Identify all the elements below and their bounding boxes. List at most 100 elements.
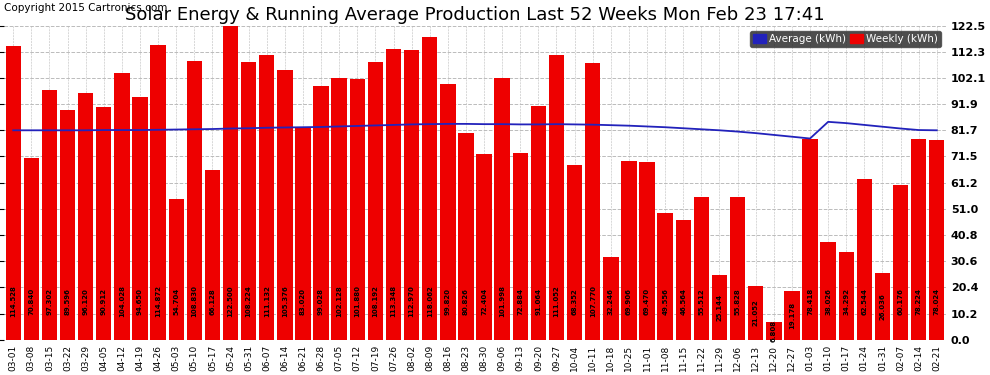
Bar xyxy=(422,37,438,340)
Text: 26.036: 26.036 xyxy=(879,293,885,320)
Bar xyxy=(332,78,346,340)
Text: 78.418: 78.418 xyxy=(807,288,813,315)
Bar xyxy=(622,160,637,340)
Bar xyxy=(513,153,528,340)
Bar xyxy=(6,46,21,340)
Text: 69.906: 69.906 xyxy=(626,288,632,315)
Text: 113.348: 113.348 xyxy=(390,285,397,317)
Text: 89.596: 89.596 xyxy=(64,288,70,315)
Bar xyxy=(585,63,600,340)
Text: 32.246: 32.246 xyxy=(608,288,614,315)
Bar xyxy=(694,197,709,340)
Bar xyxy=(59,110,75,340)
Text: 104.028: 104.028 xyxy=(119,285,125,317)
Text: 99.028: 99.028 xyxy=(318,288,324,315)
Text: 99.820: 99.820 xyxy=(445,288,450,315)
Bar xyxy=(548,55,564,340)
Bar xyxy=(911,139,927,340)
Text: 83.020: 83.020 xyxy=(300,288,306,315)
Bar xyxy=(712,275,728,340)
Bar xyxy=(24,158,39,340)
Text: 72.884: 72.884 xyxy=(518,288,524,315)
Bar xyxy=(784,291,800,340)
Text: 34.292: 34.292 xyxy=(843,288,849,315)
Text: 55.512: 55.512 xyxy=(698,288,704,315)
Text: 102.128: 102.128 xyxy=(337,285,343,317)
Bar xyxy=(150,45,165,340)
Text: Copyright 2015 Cartronics.com: Copyright 2015 Cartronics.com xyxy=(4,3,167,13)
Bar xyxy=(675,220,691,340)
Text: 91.064: 91.064 xyxy=(536,288,542,315)
Bar xyxy=(929,140,944,340)
Text: 25.144: 25.144 xyxy=(717,294,723,321)
Text: 69.470: 69.470 xyxy=(644,288,650,315)
Text: 72.404: 72.404 xyxy=(481,288,487,315)
Text: 6.808: 6.808 xyxy=(771,320,777,342)
Title: Solar Energy & Running Average Production Last 52 Weeks Mon Feb 23 17:41: Solar Energy & Running Average Productio… xyxy=(125,6,825,24)
Bar xyxy=(766,322,781,340)
Bar xyxy=(404,50,420,340)
Bar xyxy=(223,26,239,340)
Bar xyxy=(168,200,184,340)
Text: 60.176: 60.176 xyxy=(898,288,904,315)
Bar xyxy=(114,73,130,340)
Text: 114.528: 114.528 xyxy=(10,285,16,317)
Bar xyxy=(314,86,329,340)
Text: 112.970: 112.970 xyxy=(409,285,415,317)
Text: 49.556: 49.556 xyxy=(662,288,668,315)
Text: 55.828: 55.828 xyxy=(735,288,741,315)
Bar xyxy=(187,61,202,340)
Bar xyxy=(839,252,854,340)
Bar xyxy=(367,62,383,340)
Text: 19.178: 19.178 xyxy=(789,302,795,329)
Text: 66.128: 66.128 xyxy=(210,288,216,315)
Text: 21.052: 21.052 xyxy=(752,299,758,326)
Bar xyxy=(441,84,455,340)
Text: 105.376: 105.376 xyxy=(282,285,288,317)
Bar xyxy=(96,106,112,340)
Text: 90.912: 90.912 xyxy=(101,288,107,315)
Text: 108.192: 108.192 xyxy=(372,285,378,317)
Bar xyxy=(277,70,293,340)
Bar xyxy=(640,162,654,340)
Text: 111.052: 111.052 xyxy=(553,285,559,317)
Bar xyxy=(730,196,745,340)
Text: 107.770: 107.770 xyxy=(590,285,596,317)
Bar xyxy=(42,90,57,340)
Text: 38.026: 38.026 xyxy=(825,288,832,315)
Text: 108.224: 108.224 xyxy=(246,285,251,317)
Bar xyxy=(494,78,510,340)
Text: 101.998: 101.998 xyxy=(499,285,505,317)
Bar xyxy=(476,154,492,340)
Text: 122.500: 122.500 xyxy=(228,285,234,317)
Text: 111.132: 111.132 xyxy=(263,285,269,317)
Text: 114.872: 114.872 xyxy=(155,285,161,317)
Bar xyxy=(893,186,908,340)
Text: 101.880: 101.880 xyxy=(354,285,360,317)
Bar xyxy=(386,49,401,340)
Bar xyxy=(241,62,256,340)
Text: 54.704: 54.704 xyxy=(173,288,179,315)
Bar xyxy=(875,273,890,340)
Text: 62.544: 62.544 xyxy=(861,288,867,315)
Text: 46.564: 46.564 xyxy=(680,288,686,315)
Text: 70.840: 70.840 xyxy=(29,288,35,315)
Bar xyxy=(349,79,365,340)
Bar xyxy=(567,165,582,340)
Bar xyxy=(133,97,148,340)
Legend: Average (kWh), Weekly (kWh): Average (kWh), Weekly (kWh) xyxy=(750,31,940,47)
Text: 80.826: 80.826 xyxy=(463,288,469,315)
Text: 78.224: 78.224 xyxy=(916,288,922,315)
Bar xyxy=(802,139,818,340)
Bar xyxy=(205,170,220,340)
Text: 94.650: 94.650 xyxy=(137,288,143,315)
Text: 68.352: 68.352 xyxy=(571,288,577,315)
Bar xyxy=(603,257,619,340)
Bar xyxy=(259,55,274,340)
Bar xyxy=(856,179,872,340)
Bar xyxy=(458,132,473,340)
Text: 78.024: 78.024 xyxy=(934,288,940,315)
Bar xyxy=(657,213,673,340)
Text: 108.830: 108.830 xyxy=(191,285,197,317)
Text: 118.062: 118.062 xyxy=(427,285,433,317)
